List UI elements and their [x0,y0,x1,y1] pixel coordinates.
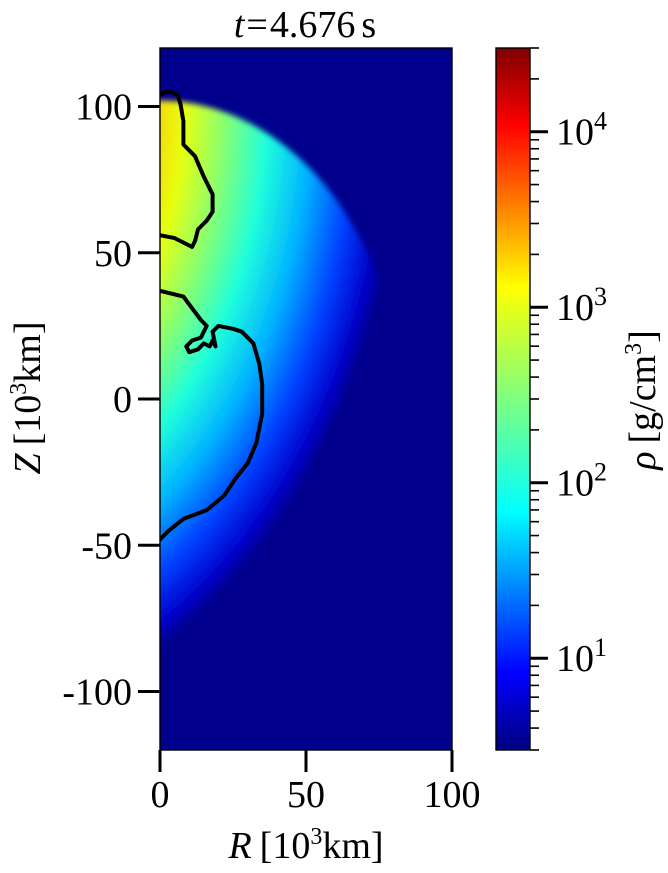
colorbar-tick-label: 101 [556,633,607,680]
y-tick-label: 50 [94,233,132,275]
y-tick-label: -100 [62,672,132,714]
colorbar-gradient [495,47,531,751]
colorbar-label: ρ[g/cm3] [621,330,664,471]
contours [160,89,265,542]
x-tick-label: 100 [424,774,481,816]
x-tick-label: 50 [287,774,325,816]
y-axis-label: Z[103km] [6,321,49,474]
y-axis: 100 50 0 -50 -100 [62,87,160,714]
y-tick-label: 0 [113,379,132,421]
colorbar-ticks: 101 102 103 104 [530,47,607,751]
colorbar-tick-label: 102 [556,458,607,505]
colorbar-tick-label: 103 [556,282,607,329]
chart-title: t=4.676 s [234,4,376,46]
colorbar: 101 102 103 104 [495,47,607,751]
x-axis: 0 50 100 [151,750,481,816]
colorbar-tick-label: 104 [556,107,607,154]
y-tick-label: -50 [81,525,132,567]
density-field [160,100,403,733]
x-axis-label: R [103km] [227,824,383,867]
y-tick-label: 100 [75,87,132,129]
x-tick-label: 0 [151,774,170,816]
contour-lower [160,288,265,542]
plot-area [159,47,453,751]
contour-upper [160,89,215,249]
